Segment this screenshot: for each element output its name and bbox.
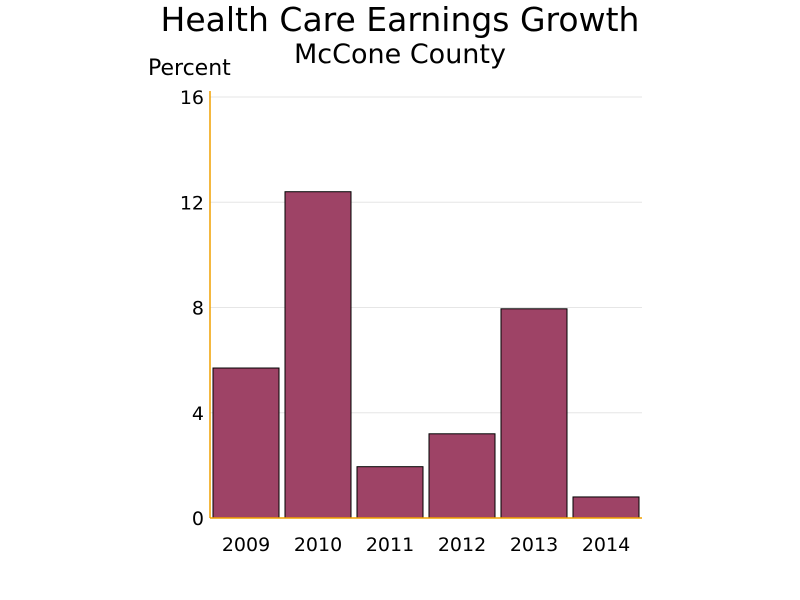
y-tick-label: 0 — [192, 508, 204, 530]
y-tick-label: 8 — [192, 298, 204, 320]
chart-title: Health Care Earnings Growth — [160, 0, 640, 39]
x-tick-label: 2009 — [222, 534, 270, 556]
bar-2010 — [284, 191, 352, 519]
x-tick-label: 2012 — [438, 534, 486, 556]
x-tick-label: 2014 — [582, 534, 630, 556]
bar-2012 — [428, 433, 496, 519]
x-tick-label: 2013 — [510, 534, 558, 556]
y-tick-label: 16 — [180, 87, 204, 109]
x-tick-label: 2011 — [366, 534, 414, 556]
bar-2014 — [572, 496, 640, 519]
y-tick-label: 4 — [192, 403, 204, 425]
y-axis-label: Percent — [148, 56, 231, 81]
x-tick-label: 2010 — [294, 534, 342, 556]
bar-2013 — [500, 308, 568, 519]
bar-2011 — [356, 466, 424, 519]
chart-subtitle: McCone County — [294, 39, 506, 70]
y-tick-label: 12 — [180, 192, 204, 214]
bar-2009 — [212, 367, 280, 519]
